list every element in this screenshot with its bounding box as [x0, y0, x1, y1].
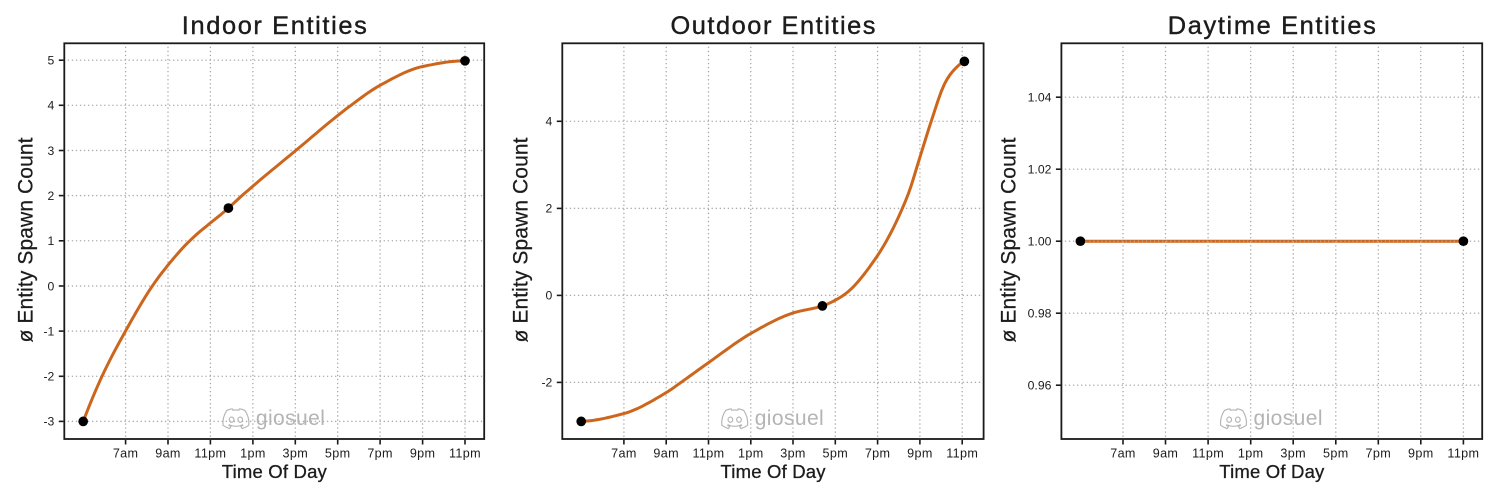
svg-text:5pm: 5pm — [823, 447, 849, 461]
svg-text:5: 5 — [48, 54, 55, 68]
svg-text:1pm: 1pm — [1238, 447, 1264, 461]
svg-text:9am: 9am — [653, 447, 679, 461]
svg-text:11pm: 11pm — [449, 447, 481, 461]
svg-text:7pm: 7pm — [367, 447, 393, 461]
svg-text:4: 4 — [546, 115, 553, 129]
svg-text:3pm: 3pm — [283, 447, 309, 461]
svg-text:11pm: 11pm — [194, 447, 226, 461]
svg-text:5pm: 5pm — [1323, 447, 1349, 461]
svg-text:9pm: 9pm — [1408, 447, 1434, 461]
svg-text:-2: -2 — [541, 376, 552, 390]
svg-text:1pm: 1pm — [240, 447, 266, 461]
svg-text:-3: -3 — [43, 415, 54, 429]
svg-text:4: 4 — [48, 99, 55, 113]
svg-text:3pm: 3pm — [1280, 447, 1306, 461]
svg-text:0.96: 0.96 — [1028, 379, 1052, 393]
svg-text:2: 2 — [546, 202, 553, 216]
svg-text:2: 2 — [48, 189, 55, 203]
svg-text:giosuel: giosuel — [1254, 407, 1323, 430]
svg-text:0: 0 — [48, 279, 55, 293]
svg-text:ø Entity Spawn Count: ø Entity Spawn Count — [14, 137, 37, 342]
svg-text:giosuel: giosuel — [256, 407, 325, 430]
svg-text:11pm: 11pm — [1192, 447, 1224, 461]
svg-text:ø Entity Spawn Count: ø Entity Spawn Count — [997, 137, 1020, 342]
svg-text:11pm: 11pm — [946, 447, 978, 461]
svg-text:giosuel: giosuel — [755, 407, 824, 430]
svg-text:1.02: 1.02 — [1028, 163, 1052, 177]
svg-text:ø Entity Spawn Count: ø Entity Spawn Count — [509, 137, 532, 342]
svg-text:Time Of Day: Time Of Day — [222, 461, 328, 482]
svg-text:7am: 7am — [611, 447, 637, 461]
svg-text:3pm: 3pm — [780, 447, 806, 461]
svg-text:11pm: 11pm — [1447, 447, 1479, 461]
svg-text:1.04: 1.04 — [1028, 91, 1052, 105]
svg-text:-1: -1 — [43, 324, 54, 338]
svg-text:3: 3 — [48, 144, 55, 158]
svg-text:5pm: 5pm — [325, 447, 351, 461]
svg-text:7pm: 7pm — [1366, 447, 1392, 461]
svg-text:11pm: 11pm — [693, 447, 725, 461]
svg-text:7pm: 7pm — [865, 447, 891, 461]
svg-text:Indoor Entities: Indoor Entities — [182, 12, 367, 40]
svg-text:Time Of Day: Time Of Day — [1219, 461, 1325, 482]
svg-text:0.98: 0.98 — [1028, 307, 1052, 321]
svg-text:0: 0 — [546, 289, 553, 303]
svg-text:1.00: 1.00 — [1028, 235, 1052, 249]
svg-text:1: 1 — [48, 234, 55, 248]
svg-text:7am: 7am — [1110, 447, 1136, 461]
svg-text:-2: -2 — [43, 370, 54, 384]
svg-text:Time Of Day: Time Of Day — [721, 461, 827, 482]
svg-text:Outdoor Entities: Outdoor Entities — [671, 12, 876, 40]
svg-text:9am: 9am — [1153, 447, 1179, 461]
svg-text:9am: 9am — [155, 447, 181, 461]
svg-text:7am: 7am — [113, 447, 139, 461]
svg-text:9pm: 9pm — [907, 447, 933, 461]
svg-text:1pm: 1pm — [738, 447, 764, 461]
svg-text:9pm: 9pm — [410, 447, 436, 461]
svg-text:Daytime Entities: Daytime Entities — [1168, 12, 1376, 40]
